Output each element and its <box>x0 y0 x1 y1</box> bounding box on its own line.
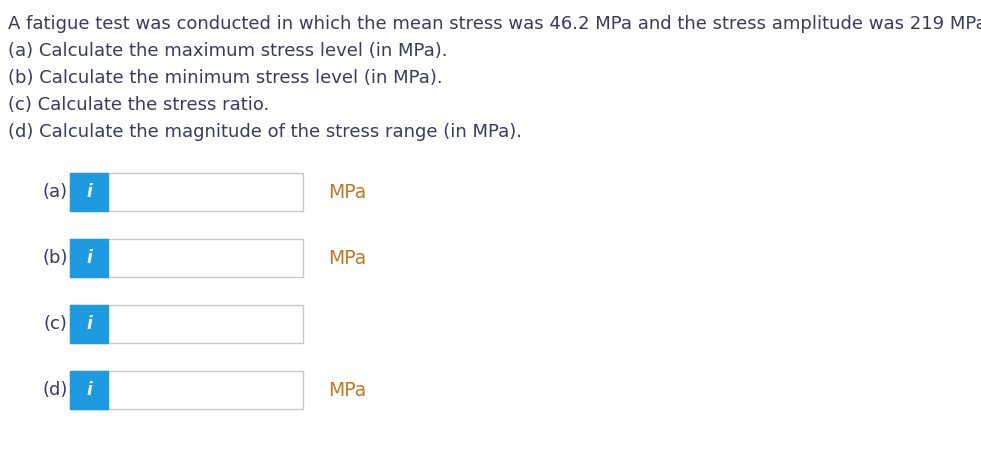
Text: (a): (a) <box>42 183 68 201</box>
FancyBboxPatch shape <box>70 305 303 343</box>
FancyBboxPatch shape <box>70 371 108 409</box>
FancyBboxPatch shape <box>70 239 303 277</box>
Text: i: i <box>86 249 92 267</box>
Text: (c) Calculate the stress ratio.: (c) Calculate the stress ratio. <box>8 96 269 114</box>
Text: i: i <box>86 315 92 333</box>
FancyBboxPatch shape <box>70 173 303 211</box>
FancyBboxPatch shape <box>70 173 108 211</box>
Text: A fatigue test was conducted in which the mean stress was 46.2 MPa and the stres: A fatigue test was conducted in which th… <box>8 15 981 33</box>
FancyBboxPatch shape <box>70 371 303 409</box>
FancyBboxPatch shape <box>70 239 108 277</box>
Text: i: i <box>86 183 92 201</box>
Text: (d): (d) <box>42 381 68 399</box>
Text: MPa: MPa <box>328 248 366 267</box>
Text: (c): (c) <box>43 315 67 333</box>
FancyBboxPatch shape <box>70 305 108 343</box>
Text: MPa: MPa <box>328 381 366 400</box>
Text: i: i <box>86 381 92 399</box>
Text: (d) Calculate the magnitude of the stress range (in MPa).: (d) Calculate the magnitude of the stres… <box>8 123 522 141</box>
Text: (b): (b) <box>42 249 68 267</box>
Text: MPa: MPa <box>328 183 366 202</box>
Text: (a) Calculate the maximum stress level (in MPa).: (a) Calculate the maximum stress level (… <box>8 42 447 60</box>
Text: (b) Calculate the minimum stress level (in MPa).: (b) Calculate the minimum stress level (… <box>8 69 442 87</box>
